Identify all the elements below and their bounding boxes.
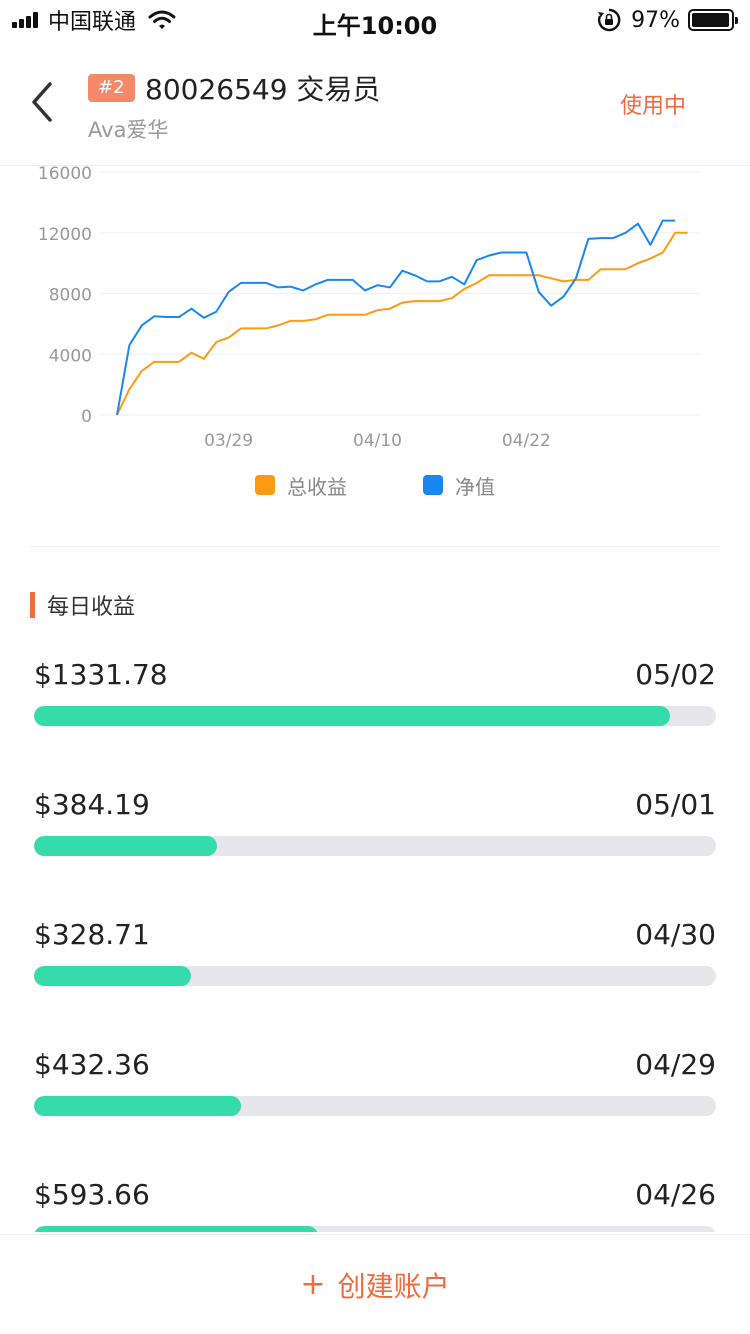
wifi-icon	[148, 10, 176, 29]
series-line-net	[116, 219, 676, 416]
x-tick-label: 03/29	[204, 431, 253, 451]
section-header: 每日收益	[30, 590, 135, 620]
daily-amount: $593.66	[34, 1178, 150, 1211]
daily-progress-track	[34, 1226, 716, 1232]
signal-icon	[12, 12, 40, 28]
daily-progress-fill	[34, 1226, 318, 1232]
daily-date: 04/29	[635, 1048, 716, 1081]
equity-chart: 0 4000 8000 12000 16000 03/29 04/10 04/22	[0, 166, 750, 506]
y-tick-label: 4000	[49, 346, 92, 366]
daily-item[interactable]: $432.36 04/29	[34, 1040, 716, 1170]
account-status[interactable]: 使用中	[619, 94, 686, 119]
daily-amount: $1331.78	[34, 658, 168, 691]
x-tick-label: 04/22	[502, 431, 551, 451]
status-right: 97%	[597, 6, 738, 34]
daily-date: 05/02	[635, 658, 716, 691]
y-tick-label: 8000	[49, 286, 92, 306]
x-tick-label: 04/10	[353, 431, 402, 451]
daily-progress-track	[34, 836, 716, 856]
divider	[30, 546, 720, 547]
series-line-total	[116, 231, 688, 416]
daily-amount: $432.36	[34, 1048, 150, 1081]
rotation-lock-icon	[598, 8, 621, 32]
plus-icon: +	[300, 1267, 326, 1302]
daily-item[interactable]: $593.66 04/26	[34, 1170, 716, 1232]
chart-legend: 总收益 净值	[0, 470, 750, 500]
daily-progress-track	[34, 1096, 716, 1116]
section-title: 每日收益	[47, 595, 136, 620]
y-tick-label: 0	[81, 407, 92, 427]
daily-list[interactable]: $1331.78 05/02 $384.19 05/01 $328.71 04/…	[34, 650, 716, 1232]
daily-item[interactable]: $384.19 05/01	[34, 780, 716, 910]
page-title: 80026549 交易员	[145, 73, 381, 106]
daily-date: 05/01	[635, 788, 716, 821]
back-arrow-icon[interactable]	[22, 78, 66, 126]
legend-swatch-total	[255, 475, 275, 495]
battery-icon	[688, 9, 738, 31]
daily-item[interactable]: $1331.78 05/02	[34, 650, 716, 780]
section-marker	[30, 592, 35, 618]
daily-progress-fill	[34, 706, 670, 726]
battery-fill	[692, 13, 729, 27]
daily-progress-track	[34, 966, 716, 986]
legend-swatch-net	[423, 475, 443, 495]
daily-item[interactable]: $328.71 04/30	[34, 910, 716, 1040]
legend-item-net[interactable]: 净值	[423, 471, 495, 500]
carrier-name: 中国联通	[48, 10, 137, 35]
daily-progress-fill	[34, 1096, 241, 1116]
create-account-label: 创建账户	[337, 1269, 450, 1303]
header: #2 80026549 交易员 Ava爱华 使用中	[0, 40, 750, 166]
legend-label-net: 净值	[455, 474, 495, 499]
rank-badge: #2	[88, 74, 135, 102]
y-tick-label: 16000	[38, 166, 92, 184]
daily-date: 04/30	[635, 918, 716, 951]
status-time: 上午10:00	[312, 12, 438, 40]
legend-label-total: 总收益	[287, 474, 347, 499]
page-subtitle: Ava爱华	[88, 118, 169, 142]
legend-item-total[interactable]: 总收益	[255, 471, 347, 500]
status-bar: 中国联通 上午10:00 97%	[0, 0, 750, 40]
status-left: 中国联通	[12, 6, 176, 35]
daily-progress-track	[34, 706, 716, 726]
daily-date: 04/26	[635, 1178, 716, 1211]
create-account-button[interactable]: + 创建账户	[300, 1265, 449, 1305]
chart-svg: 0 4000 8000 12000 16000 03/29 04/10 04/22	[38, 166, 700, 451]
y-tick-label: 12000	[38, 225, 92, 245]
battery-percent: 97%	[631, 7, 680, 33]
daily-progress-fill	[34, 966, 191, 986]
bottom-bar: + 创建账户	[0, 1234, 750, 1334]
daily-amount: $328.71	[34, 918, 150, 951]
daily-progress-fill	[34, 836, 218, 856]
daily-amount: $384.19	[34, 788, 150, 821]
